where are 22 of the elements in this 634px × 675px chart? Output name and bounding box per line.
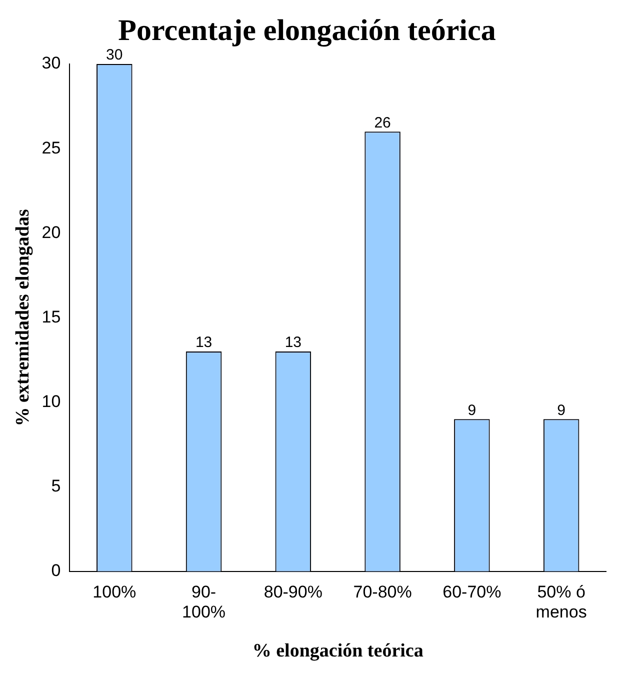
x-tick-label: 80-90% <box>264 582 322 602</box>
x-tick-label: 90-100% <box>182 582 226 622</box>
x-tick-label: 50% ó menos <box>536 582 587 622</box>
data-label: 9 <box>468 402 476 419</box>
data-label: 13 <box>284 334 302 352</box>
x-tick-label: 100% <box>92 582 136 602</box>
data-label: 30 <box>106 46 123 64</box>
data-label: 9 <box>557 402 566 419</box>
y-axis-title: % extremidades elongadas <box>12 209 34 426</box>
y-tick-label: 5 <box>51 476 61 496</box>
y-tick-label: 0 <box>51 561 61 580</box>
y-tick-label: 25 <box>42 138 61 158</box>
y-tick-label: 10 <box>42 392 61 411</box>
data-label: 13 <box>195 334 212 352</box>
x-axis-title: % elongación teórica <box>252 640 424 662</box>
x-tick-label: 70-80% <box>353 582 412 602</box>
x-tick-label: 60-70% <box>442 582 502 602</box>
data-label: 26 <box>374 114 391 132</box>
chart-title: Porcentaje elongación teórica <box>118 14 496 47</box>
y-tick-label: 20 <box>42 222 61 242</box>
y-tick-label: 30 <box>42 54 61 73</box>
y-tick-label: 15 <box>42 307 61 326</box>
